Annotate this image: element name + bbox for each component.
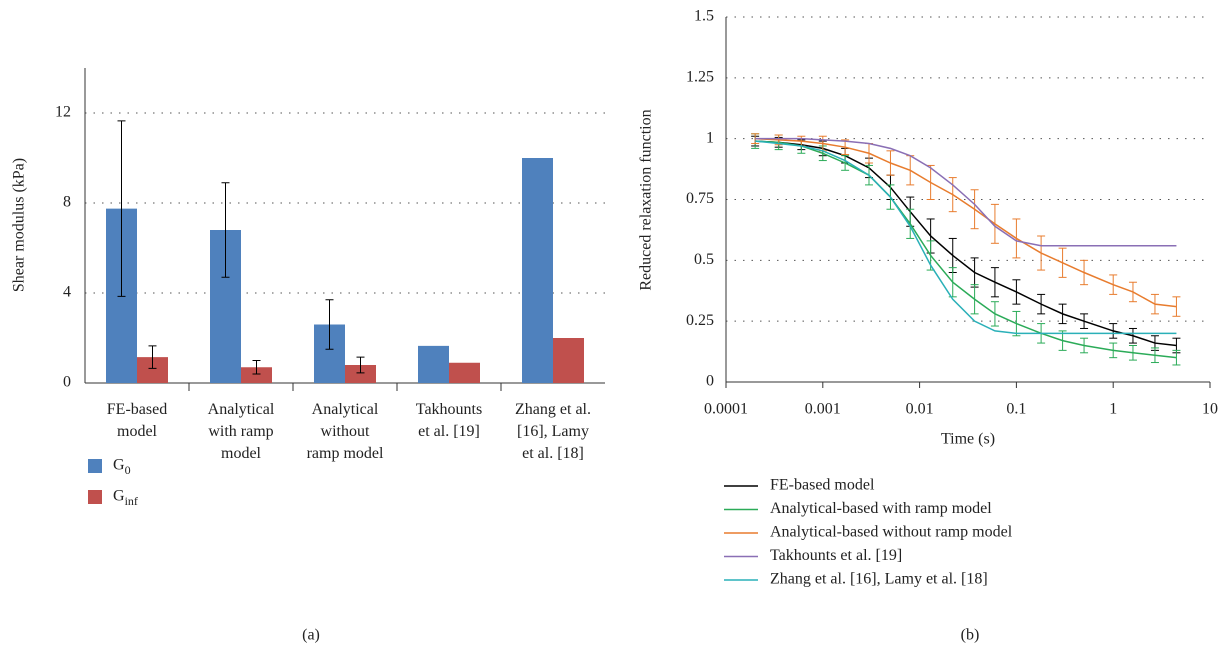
x-tick-label: Analytical with ramp model (208, 401, 275, 462)
error-bar (221, 182, 230, 278)
x-tick-label: Analytical without ramp model (307, 401, 384, 462)
x-tick-label: 10 (1202, 401, 1218, 418)
error-bar (970, 257, 979, 288)
error-bar (886, 150, 895, 176)
y-axis-label: Shear modulus (kPa) (11, 158, 28, 292)
error-bar (1172, 296, 1181, 317)
legend-label: Takhounts et al. [19] (770, 547, 902, 564)
line (755, 140, 1177, 347)
bar (418, 345, 449, 383)
bar (553, 338, 584, 383)
error-bar (117, 120, 126, 297)
error-bar (1150, 347, 1159, 364)
error-bar (1150, 293, 1159, 315)
bar (522, 158, 553, 383)
error-bar (970, 284, 979, 315)
error-bar (1037, 293, 1046, 315)
bar (241, 367, 272, 383)
y-tick-label: 12 (55, 104, 71, 121)
error-bar (990, 203, 999, 244)
error-bar (1109, 342, 1118, 359)
y-tick-label: 0 (63, 374, 71, 391)
error-bar (1128, 345, 1137, 361)
error-bar (1037, 235, 1046, 271)
x-tick-label: 0.001 (805, 401, 841, 418)
x-tick-label: Takhounts et al. [19] (416, 401, 482, 440)
error-bar (841, 139, 850, 155)
error-bar (1128, 327, 1137, 344)
legend-label: Ginf (113, 488, 138, 508)
legend-label: Analytical-based with ramp model (770, 500, 992, 517)
error-bar (948, 177, 957, 213)
y-tick-label: 8 (63, 194, 71, 211)
legend-label: Zhang et al. [16], Lamy et al. [18] (770, 571, 988, 588)
error-bar (1058, 247, 1067, 278)
error-bar (1012, 279, 1021, 305)
caption: (a) (302, 627, 320, 644)
caption: (b) (961, 627, 980, 644)
legend-label: Analytical-based without ramp model (770, 524, 1013, 541)
line (755, 140, 1177, 359)
legend-label: FE-based model (770, 477, 875, 494)
x-axis-label: Time (s) (941, 431, 995, 448)
y-tick-label: 1.25 (686, 69, 714, 86)
error-bar (990, 301, 999, 327)
x-tick-label: FE-based model (107, 401, 167, 440)
error-bar (252, 360, 261, 375)
y-tick-label: 0.25 (686, 312, 714, 329)
error-bar (1128, 281, 1137, 303)
line (755, 140, 1177, 335)
y-tick-label: 0.5 (694, 251, 714, 268)
error-bar (1012, 310, 1021, 337)
y-tick-label: 4 (63, 284, 71, 301)
line (755, 137, 1177, 247)
error-bar (751, 133, 760, 145)
error-bar (1012, 218, 1021, 259)
error-bar (1080, 337, 1089, 354)
error-bar (1080, 259, 1089, 286)
legend-label: G0 (113, 457, 131, 477)
error-bar (1058, 303, 1067, 325)
error-bar (1058, 330, 1067, 351)
x-tick-label: 0.0001 (704, 401, 748, 418)
y-tick-label: 1 (706, 129, 714, 146)
legend-swatch (88, 490, 102, 504)
x-tick-label: 0.01 (906, 401, 934, 418)
error-bar (948, 267, 957, 298)
y-axis-label: Reduced relaxation function (638, 109, 655, 290)
error-bar (1109, 323, 1118, 339)
error-bar (1080, 313, 1089, 329)
error-bar (906, 155, 915, 186)
error-bar (325, 299, 334, 350)
legend-swatch (88, 459, 102, 473)
x-tick-label: 1 (1109, 401, 1117, 418)
error-bar (1172, 349, 1181, 366)
error-bar (356, 356, 365, 374)
error-bar (990, 267, 999, 298)
error-bar (841, 155, 850, 171)
error-bar (1109, 274, 1118, 295)
error-bar (906, 208, 915, 239)
y-tick-label: 0.75 (686, 190, 714, 207)
error-bar (148, 345, 157, 369)
y-tick-label: 1.5 (694, 8, 714, 25)
bar (345, 365, 376, 383)
bar (449, 362, 480, 383)
y-tick-label: 0 (706, 373, 714, 390)
x-tick-label: Zhang et al. [16], Lamy et al. [18] (515, 401, 591, 462)
line (755, 137, 1177, 308)
x-tick-label: 0.1 (1006, 401, 1026, 418)
error-bar (970, 189, 979, 230)
